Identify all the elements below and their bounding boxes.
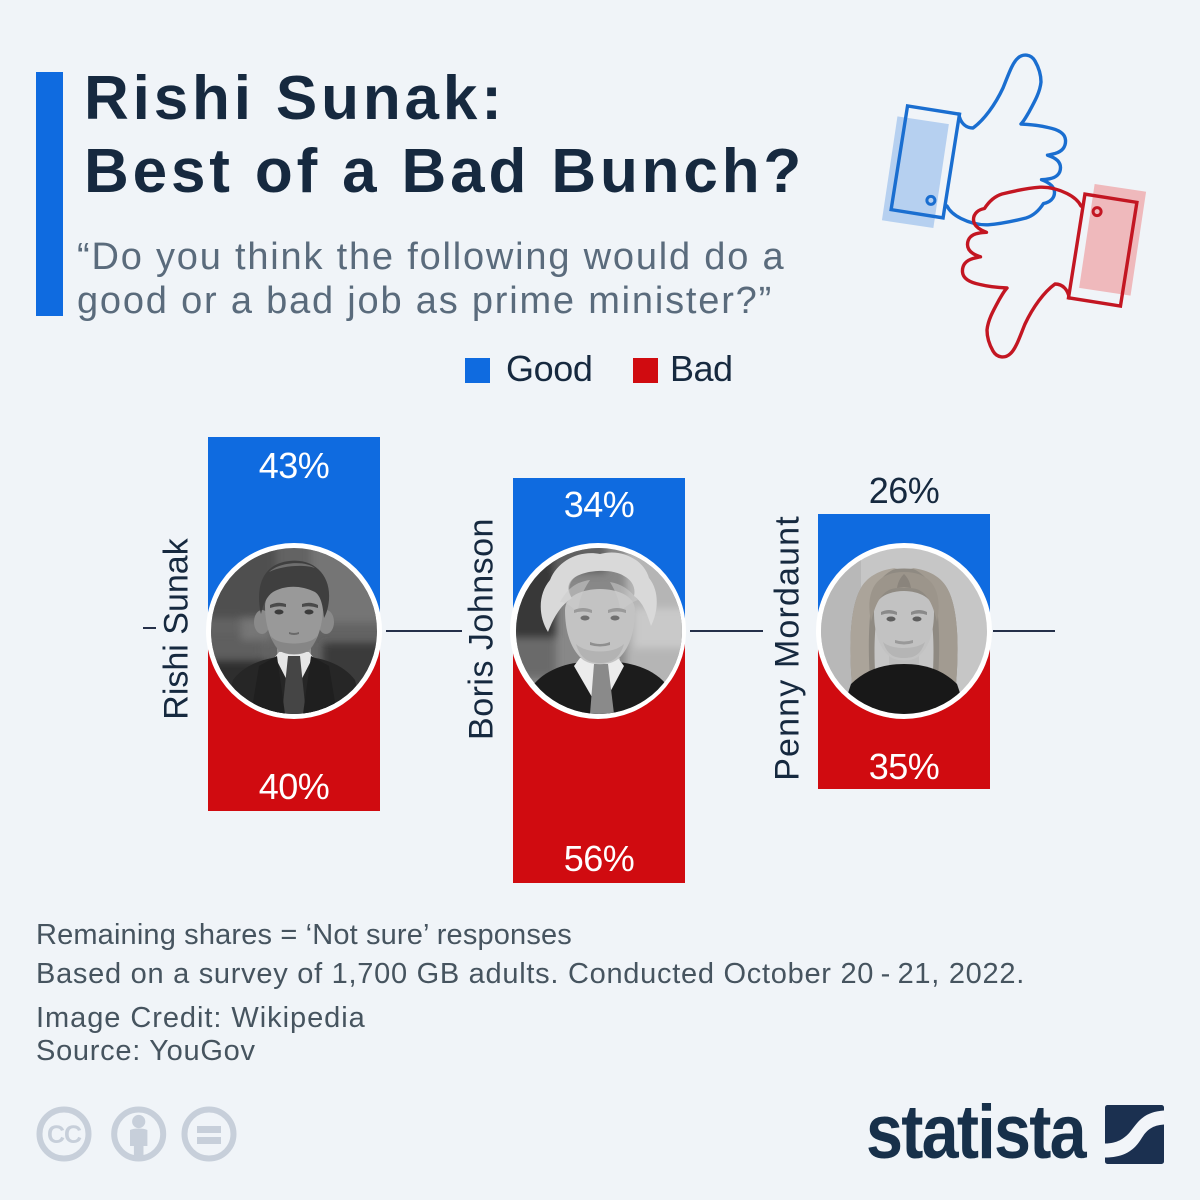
svg-text:CC: CC bbox=[47, 1121, 82, 1149]
